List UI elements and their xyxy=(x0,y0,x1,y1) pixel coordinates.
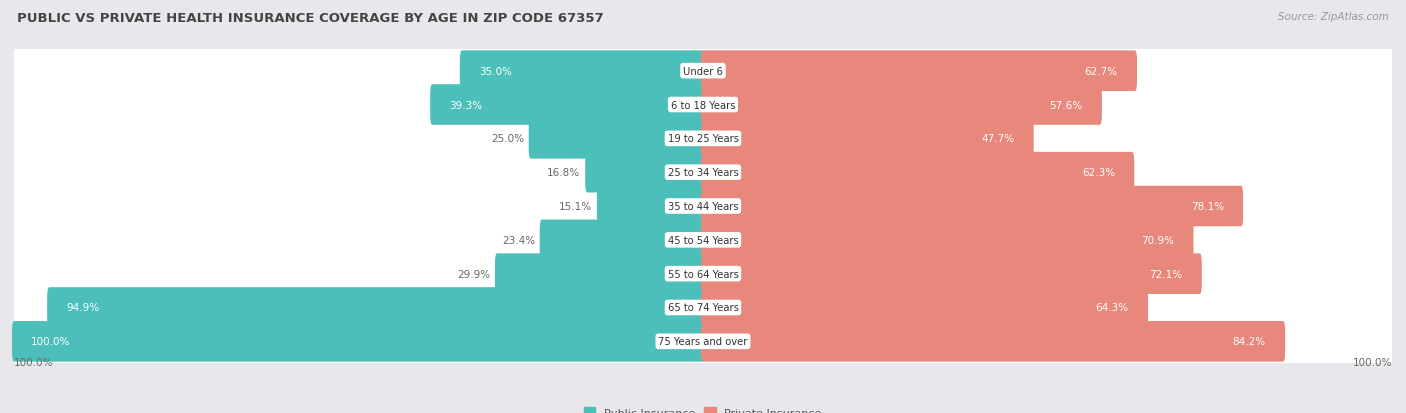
Text: 39.3%: 39.3% xyxy=(450,100,482,110)
Text: 64.3%: 64.3% xyxy=(1095,303,1129,313)
FancyBboxPatch shape xyxy=(702,254,1202,294)
Text: 84.2%: 84.2% xyxy=(1233,337,1265,347)
FancyBboxPatch shape xyxy=(702,51,1137,92)
Text: 57.6%: 57.6% xyxy=(1049,100,1083,110)
Text: 55 to 64 Years: 55 to 64 Years xyxy=(668,269,738,279)
Text: 100.0%: 100.0% xyxy=(14,357,53,368)
FancyBboxPatch shape xyxy=(13,211,1393,270)
Text: 47.7%: 47.7% xyxy=(981,134,1014,144)
Text: 25 to 34 Years: 25 to 34 Years xyxy=(668,168,738,178)
FancyBboxPatch shape xyxy=(13,321,704,362)
FancyBboxPatch shape xyxy=(585,152,704,193)
Text: Under 6: Under 6 xyxy=(683,66,723,76)
Text: 62.7%: 62.7% xyxy=(1084,66,1118,76)
FancyBboxPatch shape xyxy=(13,109,1393,169)
FancyBboxPatch shape xyxy=(13,143,1393,202)
FancyBboxPatch shape xyxy=(702,321,1285,362)
Text: 45 to 54 Years: 45 to 54 Years xyxy=(668,235,738,245)
Text: 25.0%: 25.0% xyxy=(491,134,524,144)
FancyBboxPatch shape xyxy=(13,42,1393,101)
Text: 35 to 44 Years: 35 to 44 Years xyxy=(668,202,738,211)
FancyBboxPatch shape xyxy=(48,287,704,328)
Text: 75 Years and over: 75 Years and over xyxy=(658,337,748,347)
FancyBboxPatch shape xyxy=(702,186,1243,227)
FancyBboxPatch shape xyxy=(13,244,1393,304)
Text: 19 to 25 Years: 19 to 25 Years xyxy=(668,134,738,144)
FancyBboxPatch shape xyxy=(702,119,1033,159)
FancyBboxPatch shape xyxy=(702,287,1149,328)
FancyBboxPatch shape xyxy=(702,152,1135,193)
Text: 100.0%: 100.0% xyxy=(1353,357,1392,368)
Text: 94.9%: 94.9% xyxy=(66,303,100,313)
Text: 100.0%: 100.0% xyxy=(31,337,70,347)
FancyBboxPatch shape xyxy=(13,177,1393,236)
FancyBboxPatch shape xyxy=(598,186,704,227)
FancyBboxPatch shape xyxy=(495,254,704,294)
Text: 6 to 18 Years: 6 to 18 Years xyxy=(671,100,735,110)
Text: 23.4%: 23.4% xyxy=(502,235,534,245)
Text: 70.9%: 70.9% xyxy=(1142,235,1174,245)
Text: 62.3%: 62.3% xyxy=(1081,168,1115,178)
Text: 35.0%: 35.0% xyxy=(479,66,512,76)
FancyBboxPatch shape xyxy=(430,85,704,126)
Text: 65 to 74 Years: 65 to 74 Years xyxy=(668,303,738,313)
FancyBboxPatch shape xyxy=(529,119,704,159)
FancyBboxPatch shape xyxy=(702,85,1102,126)
FancyBboxPatch shape xyxy=(460,51,704,92)
Text: 16.8%: 16.8% xyxy=(547,168,581,178)
Text: 15.1%: 15.1% xyxy=(560,202,592,211)
Text: 78.1%: 78.1% xyxy=(1191,202,1223,211)
FancyBboxPatch shape xyxy=(13,76,1393,135)
FancyBboxPatch shape xyxy=(540,220,704,261)
Legend: Public Insurance, Private Insurance: Public Insurance, Private Insurance xyxy=(583,407,823,413)
Text: PUBLIC VS PRIVATE HEALTH INSURANCE COVERAGE BY AGE IN ZIP CODE 67357: PUBLIC VS PRIVATE HEALTH INSURANCE COVER… xyxy=(17,12,603,25)
FancyBboxPatch shape xyxy=(13,312,1393,371)
Text: 72.1%: 72.1% xyxy=(1149,269,1182,279)
FancyBboxPatch shape xyxy=(13,278,1393,337)
FancyBboxPatch shape xyxy=(702,220,1194,261)
Text: Source: ZipAtlas.com: Source: ZipAtlas.com xyxy=(1278,12,1389,22)
Text: 29.9%: 29.9% xyxy=(457,269,491,279)
